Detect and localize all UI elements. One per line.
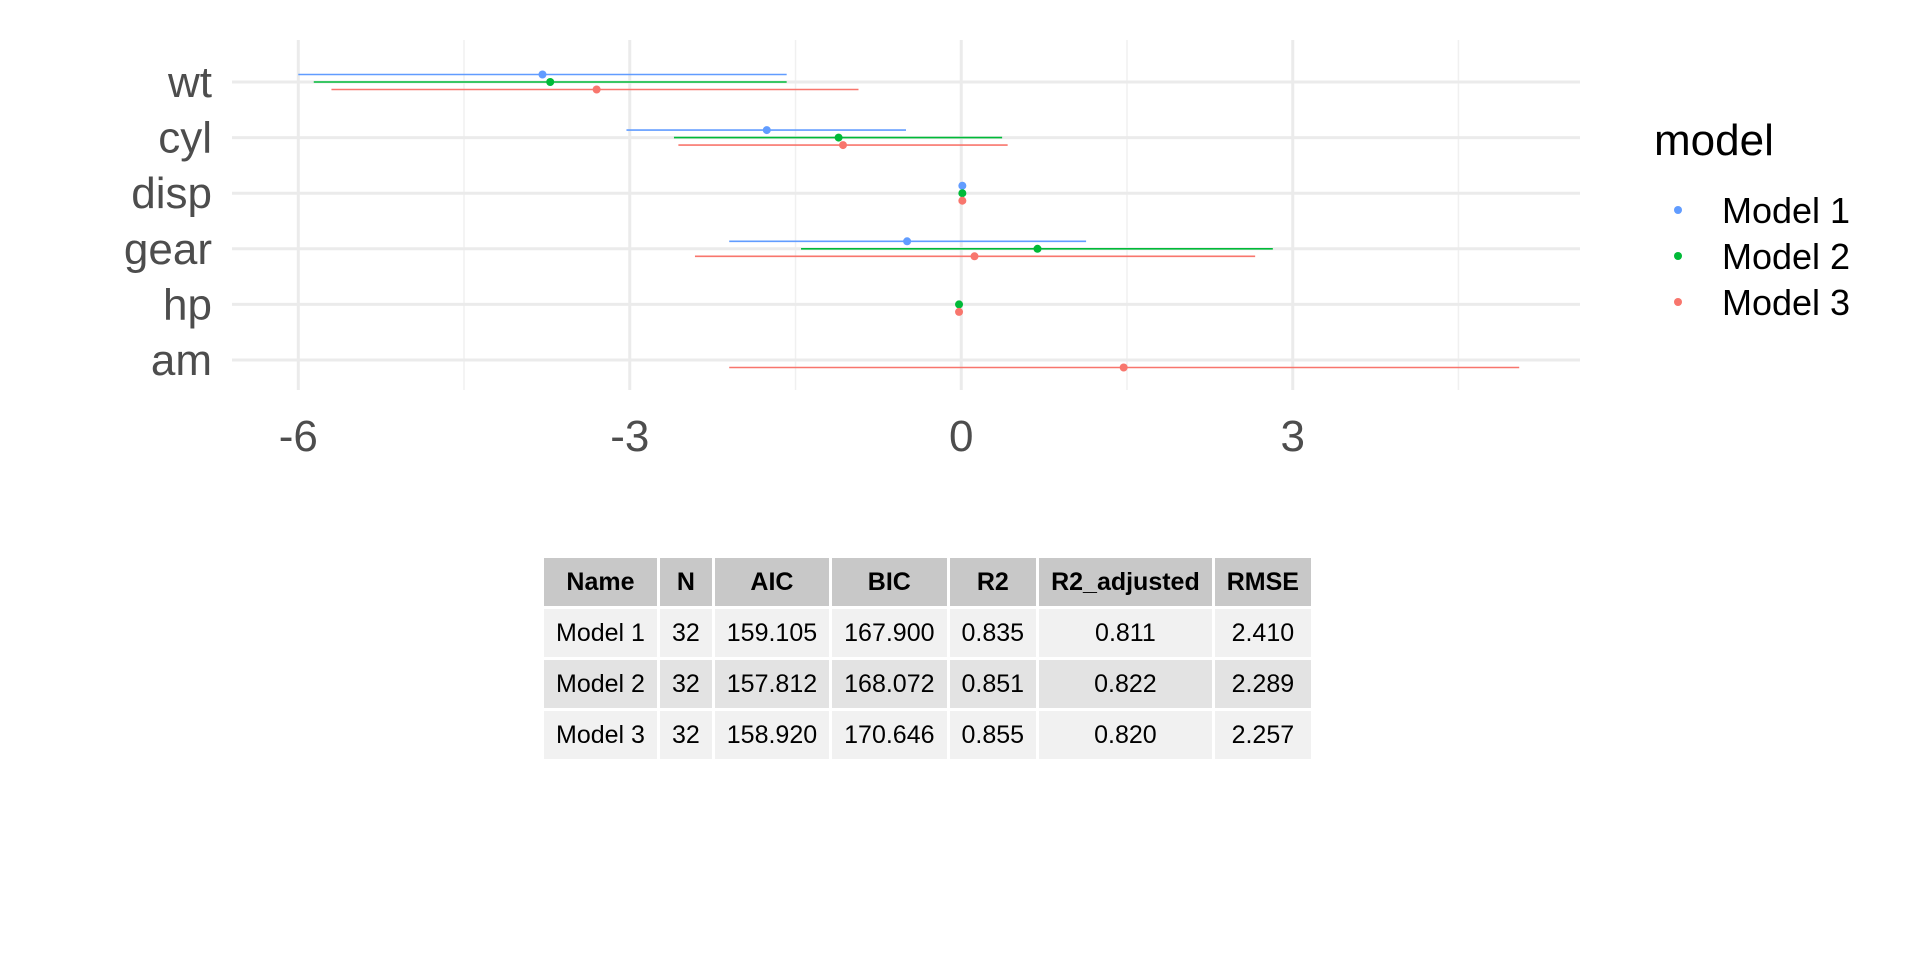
cell-n: 32 bbox=[659, 711, 712, 759]
y-tick-label-am: am bbox=[151, 336, 212, 385]
y-tick-label-disp: disp bbox=[131, 169, 212, 218]
cell-rmse: 2.289 bbox=[1214, 660, 1311, 708]
point-cyl bbox=[839, 141, 848, 150]
header-name: Name bbox=[544, 558, 657, 606]
header-rmse: RMSE bbox=[1214, 558, 1311, 606]
cell-n: 32 bbox=[659, 660, 712, 708]
point-wt bbox=[592, 85, 601, 94]
cell-r2-adjusted: 0.820 bbox=[1039, 711, 1212, 759]
x-tick-label: -3 bbox=[610, 412, 649, 461]
cell-aic: 157.812 bbox=[714, 660, 830, 708]
cell-r2: 0.851 bbox=[949, 660, 1037, 708]
point-cyl bbox=[834, 133, 843, 142]
x-axis-labels: -6 -3 0 3 bbox=[279, 412, 1305, 461]
cell-n: 32 bbox=[659, 609, 712, 657]
table-row: Model 1 32 159.105 167.900 0.835 0.811 2… bbox=[544, 609, 1311, 657]
legend-key-2 bbox=[1674, 252, 1682, 260]
point-wt bbox=[538, 70, 547, 79]
legend-title: model bbox=[1654, 116, 1774, 165]
cell-aic: 159.105 bbox=[714, 609, 830, 657]
header-r2: R2 bbox=[949, 558, 1037, 606]
legend-key-3 bbox=[1674, 298, 1682, 306]
cell-r2-adjusted: 0.811 bbox=[1039, 609, 1212, 657]
table-row: Model 2 32 157.812 168.072 0.851 0.822 2… bbox=[544, 660, 1311, 708]
header-aic: AIC bbox=[714, 558, 830, 606]
series-model-1 bbox=[298, 70, 1087, 246]
y-tick-label-hp: hp bbox=[163, 280, 212, 329]
point-gear bbox=[970, 252, 979, 261]
point-hp bbox=[955, 307, 964, 316]
legend-label-2: Model 2 bbox=[1722, 236, 1850, 277]
cell-r2: 0.855 bbox=[949, 711, 1037, 759]
point-am bbox=[1119, 363, 1128, 372]
y-tick-label-gear: gear bbox=[124, 225, 212, 274]
legend-label-1: Model 1 bbox=[1722, 190, 1850, 231]
point-disp bbox=[958, 189, 967, 198]
cell-aic: 158.920 bbox=[714, 711, 830, 759]
point-gear bbox=[1033, 244, 1042, 253]
point-disp bbox=[958, 196, 967, 205]
y-tick-label-cyl: cyl bbox=[158, 114, 212, 163]
cell-r2-adjusted: 0.822 bbox=[1039, 660, 1212, 708]
legend-label-3: Model 3 bbox=[1722, 282, 1850, 323]
y-tick-label-wt: wt bbox=[167, 58, 212, 107]
table-header-row: Name N AIC BIC R2 R2_adjusted RMSE bbox=[544, 558, 1311, 606]
x-tick-label: 0 bbox=[949, 412, 973, 461]
legend: model Model 1 Model 2 Model 3 bbox=[1654, 116, 1850, 323]
cell-name: Model 3 bbox=[544, 711, 657, 759]
header-r2-adjusted: R2_adjusted bbox=[1039, 558, 1212, 606]
series-model-3 bbox=[331, 85, 1520, 372]
series-model-2 bbox=[313, 78, 1273, 309]
model-performance-table: Name N AIC BIC R2 R2_adjusted RMSE Model… bbox=[541, 555, 1314, 762]
point-wt bbox=[546, 78, 555, 86]
point-gear bbox=[903, 237, 912, 246]
cell-rmse: 2.410 bbox=[1214, 609, 1311, 657]
cell-rmse: 2.257 bbox=[1214, 711, 1311, 759]
cell-bic: 167.900 bbox=[832, 609, 947, 657]
point-hp bbox=[955, 300, 964, 309]
cell-name: Model 1 bbox=[544, 609, 657, 657]
y-axis-labels: wt cyl disp gear hp am bbox=[124, 58, 212, 385]
grid-lines bbox=[232, 40, 1580, 390]
point-cyl bbox=[762, 126, 771, 135]
point-disp bbox=[958, 181, 967, 190]
header-n: N bbox=[659, 558, 712, 606]
header-bic: BIC bbox=[832, 558, 947, 606]
cell-bic: 168.072 bbox=[832, 660, 947, 708]
cell-r2: 0.835 bbox=[949, 609, 1037, 657]
legend-key-1 bbox=[1674, 206, 1682, 214]
cell-bic: 170.646 bbox=[832, 711, 947, 759]
x-tick-label: -6 bbox=[279, 412, 318, 461]
series-marks bbox=[298, 70, 1520, 372]
legend-items: Model 1 Model 2 Model 3 bbox=[1674, 190, 1850, 323]
table-row: Model 3 32 158.920 170.646 0.855 0.820 2… bbox=[544, 711, 1311, 759]
x-tick-label: 3 bbox=[1280, 412, 1304, 461]
cell-name: Model 2 bbox=[544, 660, 657, 708]
